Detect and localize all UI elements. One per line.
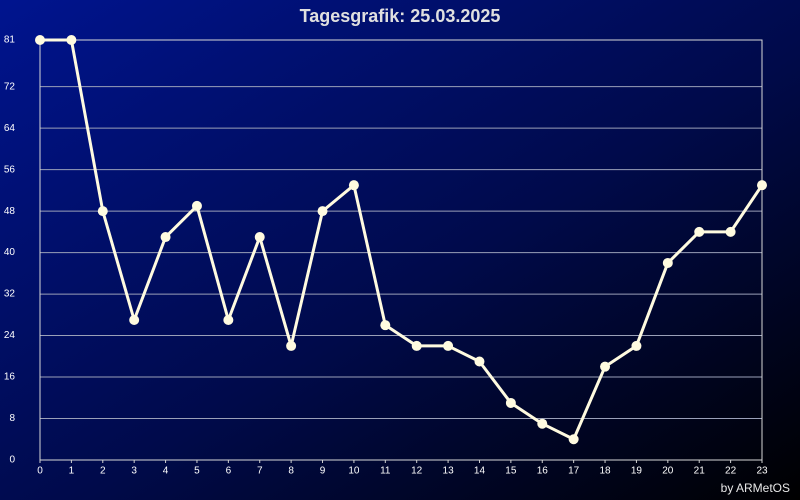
plot-frame	[39, 39, 763, 461]
data-point	[317, 206, 328, 217]
x-tick-label: 22	[725, 466, 737, 477]
x-tick-label: 13	[443, 466, 455, 477]
data-point	[631, 340, 642, 351]
data-point	[505, 397, 516, 408]
y-tick-label: 48	[4, 206, 16, 217]
x-tick-label: 6	[226, 466, 232, 477]
data-point	[725, 226, 736, 237]
y-tick-label: 8	[9, 413, 15, 424]
x-tick-label: 17	[568, 466, 580, 477]
data-point	[757, 180, 767, 191]
x-tick-label: 0	[37, 466, 43, 477]
data-point	[537, 418, 548, 429]
data-point	[191, 200, 202, 211]
data-point	[97, 206, 108, 217]
x-tick-label: 4	[163, 466, 169, 477]
x-tick-label: 19	[631, 466, 643, 477]
data-point	[568, 434, 579, 445]
x-tick-label: 9	[320, 466, 326, 477]
data-point	[129, 315, 140, 325]
x-tick-label: 7	[257, 466, 263, 477]
data-point	[223, 315, 234, 325]
x-tick-label: 5	[194, 466, 200, 477]
x-tick-label: 3	[131, 466, 137, 477]
x-tick-label: 12	[411, 466, 423, 477]
x-tick-label: 11	[380, 466, 391, 477]
credit: by ARMetOS	[721, 481, 790, 495]
y-tick-label: 0	[9, 455, 15, 466]
data-point	[662, 257, 673, 268]
x-tick-label: 1	[69, 466, 75, 477]
y-tick-label: 16	[4, 372, 16, 383]
data-point	[443, 340, 454, 351]
x-tick-label: 18	[599, 466, 611, 477]
data-point	[254, 232, 265, 243]
data-point	[380, 320, 391, 331]
data-point	[600, 361, 611, 372]
x-tick-label: 20	[662, 466, 674, 477]
data-point	[35, 35, 45, 45]
y-tick-label: 24	[4, 330, 16, 341]
data-point	[694, 226, 705, 237]
data-line	[40, 38, 764, 441]
x-tick-label: 8	[288, 466, 294, 477]
x-tick-label: 21	[694, 466, 706, 477]
data-point	[411, 340, 422, 351]
data-point	[348, 180, 359, 191]
chart-title: Tagesgrafik: 25.03.2025	[300, 6, 501, 26]
x-tick-label: 16	[537, 466, 549, 477]
data-point	[474, 356, 485, 367]
x-tick-label: 14	[474, 466, 486, 477]
x-tick-label: 10	[348, 466, 360, 477]
data-point	[286, 340, 297, 351]
data-point	[160, 232, 171, 243]
y-tick-label: 40	[4, 247, 16, 258]
x-tick-label: 15	[505, 466, 517, 477]
x-tick-label: 23	[756, 466, 768, 477]
data-point	[66, 35, 77, 45]
x-tick-label: 2	[100, 466, 106, 477]
y-tick-label: 72	[4, 81, 16, 92]
y-tick-label: 64	[4, 123, 16, 134]
y-tick-label: 56	[4, 164, 16, 175]
y-tick-label: 32	[4, 289, 16, 300]
y-tick-label: 81	[4, 35, 16, 46]
